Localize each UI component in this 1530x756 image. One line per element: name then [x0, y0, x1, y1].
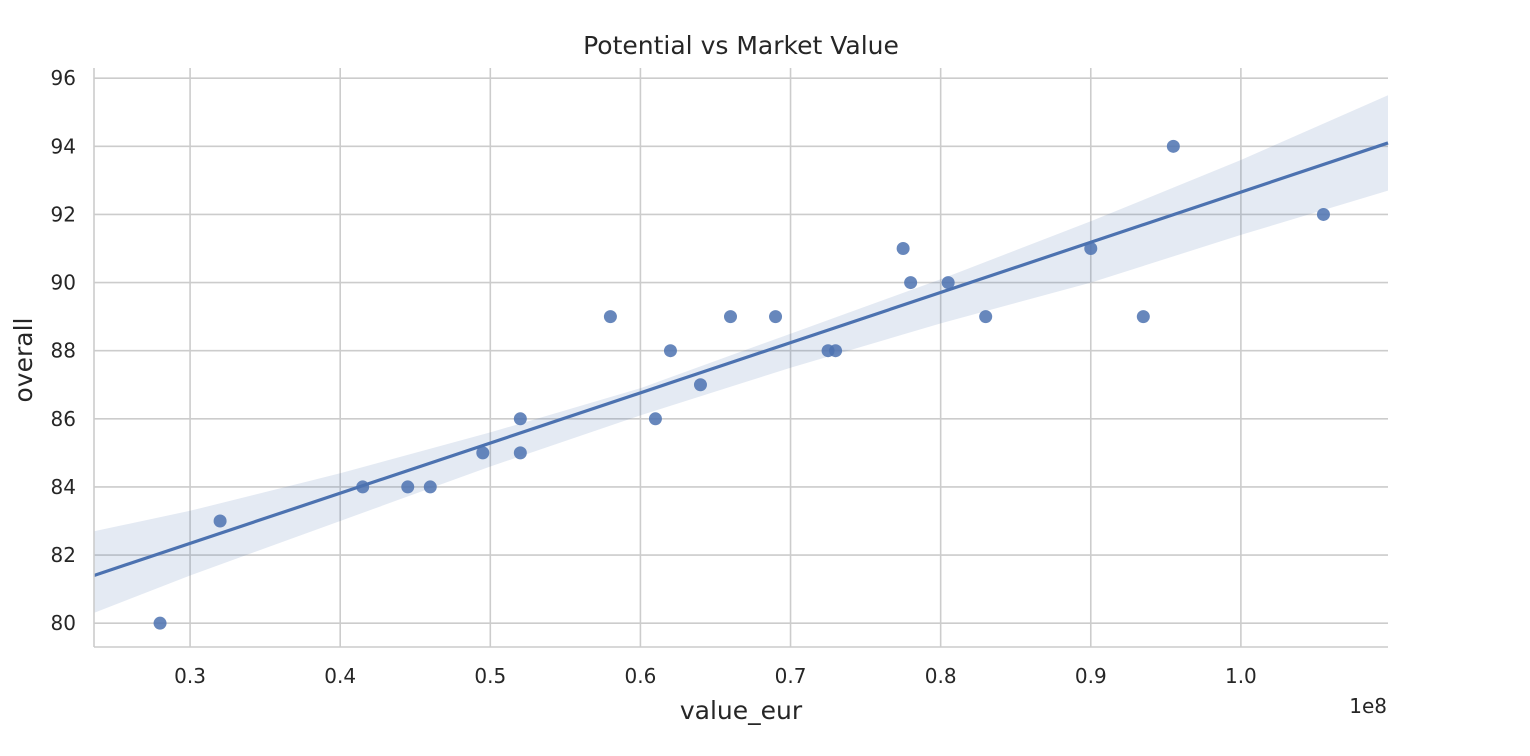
scatter-point: [1084, 242, 1098, 256]
scatter-point: [1136, 310, 1150, 324]
x-tick-label: 0.7: [775, 664, 807, 688]
x-tick-label: 0.6: [625, 664, 657, 688]
y-tick-label: 84: [51, 475, 76, 499]
y-tick-label: 90: [51, 271, 76, 295]
axis-spines: [93, 68, 1388, 648]
scatter-point: [1316, 207, 1330, 221]
x-tick-label: 0.8: [925, 664, 957, 688]
scatter-points: [153, 139, 1330, 630]
scatter-point: [1166, 139, 1180, 153]
scatter-point: [979, 310, 993, 324]
regression-line-layer: [93, 141, 1389, 577]
y-axis-label: overall: [9, 318, 38, 403]
scatter-point: [603, 310, 617, 324]
scatter-point: [904, 276, 918, 290]
x-axis-offset-label: 1e8: [1349, 694, 1387, 718]
y-tick-label: 94: [51, 134, 76, 158]
y-tick-label: 80: [51, 611, 76, 635]
scatter-point: [513, 446, 527, 460]
y-tick-label: 82: [51, 543, 76, 567]
scatter-point: [896, 242, 910, 256]
scatter-point: [356, 480, 370, 494]
x-axis-label: value_eur: [680, 696, 803, 725]
y-tick-label: 86: [51, 407, 76, 431]
regression-line: [93, 141, 1389, 577]
x-tick-label: 1.0: [1225, 664, 1257, 688]
scatter-point: [401, 480, 415, 494]
y-tick-label: 92: [51, 202, 76, 226]
scatter-point: [693, 378, 707, 392]
scatter-point: [213, 514, 227, 528]
x-tick-label: 0.5: [474, 664, 506, 688]
scatter-point: [423, 480, 437, 494]
x-tick-label: 0.4: [324, 664, 356, 688]
x-tick-label: 0.9: [1075, 664, 1107, 688]
confidence-band-layer: [94, 95, 1388, 613]
grid-lines: [94, 68, 1388, 647]
scatter-point: [153, 616, 167, 630]
scatter-point: [769, 310, 783, 324]
chart-title: Potential vs Market Value: [583, 31, 899, 60]
scatter-point: [829, 344, 843, 358]
y-tick-labels: 80 82 84 86 88 90 92 94 96: [51, 66, 76, 635]
y-tick-label: 88: [51, 339, 76, 363]
scatter-point: [941, 276, 955, 290]
scatter-point: [648, 412, 662, 426]
scatter-point: [663, 344, 677, 358]
scatter-point: [723, 310, 737, 324]
confidence-band: [94, 95, 1388, 613]
x-tick-labels: 0.3 0.4 0.5 0.6 0.7 0.8 0.9 1.0: [174, 664, 1257, 688]
scatter-point: [513, 412, 527, 426]
y-tick-label: 96: [51, 66, 76, 90]
scatter-point: [476, 446, 490, 460]
x-tick-label: 0.3: [174, 664, 206, 688]
